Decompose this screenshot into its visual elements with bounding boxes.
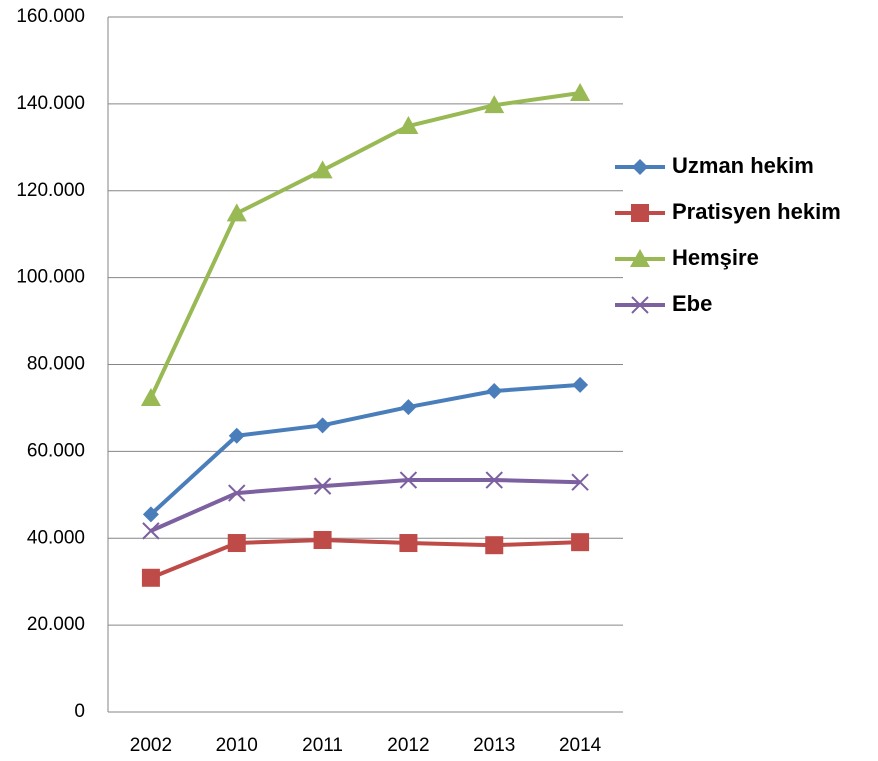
- marker: [572, 376, 589, 393]
- marker: [228, 427, 245, 444]
- marker: [314, 417, 331, 434]
- marker: [227, 534, 246, 553]
- y-tick-label: 80.000: [27, 354, 85, 375]
- marker: [142, 522, 160, 540]
- marker: [400, 399, 417, 416]
- marker: [631, 296, 649, 314]
- y-tick-label: 100.000: [16, 267, 85, 288]
- y-tick-label: 160.000: [16, 6, 85, 27]
- marker: [631, 204, 649, 222]
- y-tick-label: 60.000: [27, 440, 85, 461]
- marker: [398, 116, 419, 135]
- y-tick-label: 0: [74, 701, 85, 722]
- legend-label: Uzman hekim: [672, 153, 814, 178]
- marker: [313, 530, 332, 549]
- marker: [570, 83, 591, 102]
- marker: [226, 203, 247, 222]
- marker: [399, 471, 418, 489]
- marker: [313, 477, 332, 495]
- series-line: [149, 382, 581, 516]
- y-tick-label: 40.000: [27, 527, 85, 548]
- marker: [142, 506, 159, 523]
- legend-label: Pratisyen hekim: [672, 199, 841, 224]
- marker: [571, 533, 590, 552]
- x-tick-label: 2013: [473, 735, 515, 756]
- marker: [630, 249, 650, 267]
- marker: [140, 387, 161, 406]
- x-tick-label: 2011: [302, 735, 343, 756]
- y-tick-label: 140.000: [16, 93, 85, 114]
- marker: [485, 471, 503, 489]
- x-tick-label: 2010: [216, 735, 258, 756]
- legend-label: Ebe: [672, 291, 712, 316]
- y-tick-label: 20.000: [27, 614, 85, 635]
- marker: [141, 568, 160, 587]
- y-tick-label: 120.000: [16, 180, 85, 201]
- x-tick-label: 2002: [130, 735, 172, 756]
- marker: [228, 484, 246, 502]
- series-line: [149, 91, 581, 399]
- x-tick-label: 2014: [559, 735, 602, 756]
- marker: [632, 159, 648, 175]
- marker: [484, 95, 505, 114]
- marker: [486, 382, 503, 399]
- marker: [312, 160, 333, 179]
- legend-label: Hemşire: [672, 245, 759, 270]
- marker: [571, 473, 589, 491]
- x-tick-label: 2012: [387, 735, 429, 756]
- marker: [399, 534, 418, 553]
- marker: [485, 536, 504, 555]
- series-line: [150, 537, 581, 580]
- series-line: [150, 478, 581, 533]
